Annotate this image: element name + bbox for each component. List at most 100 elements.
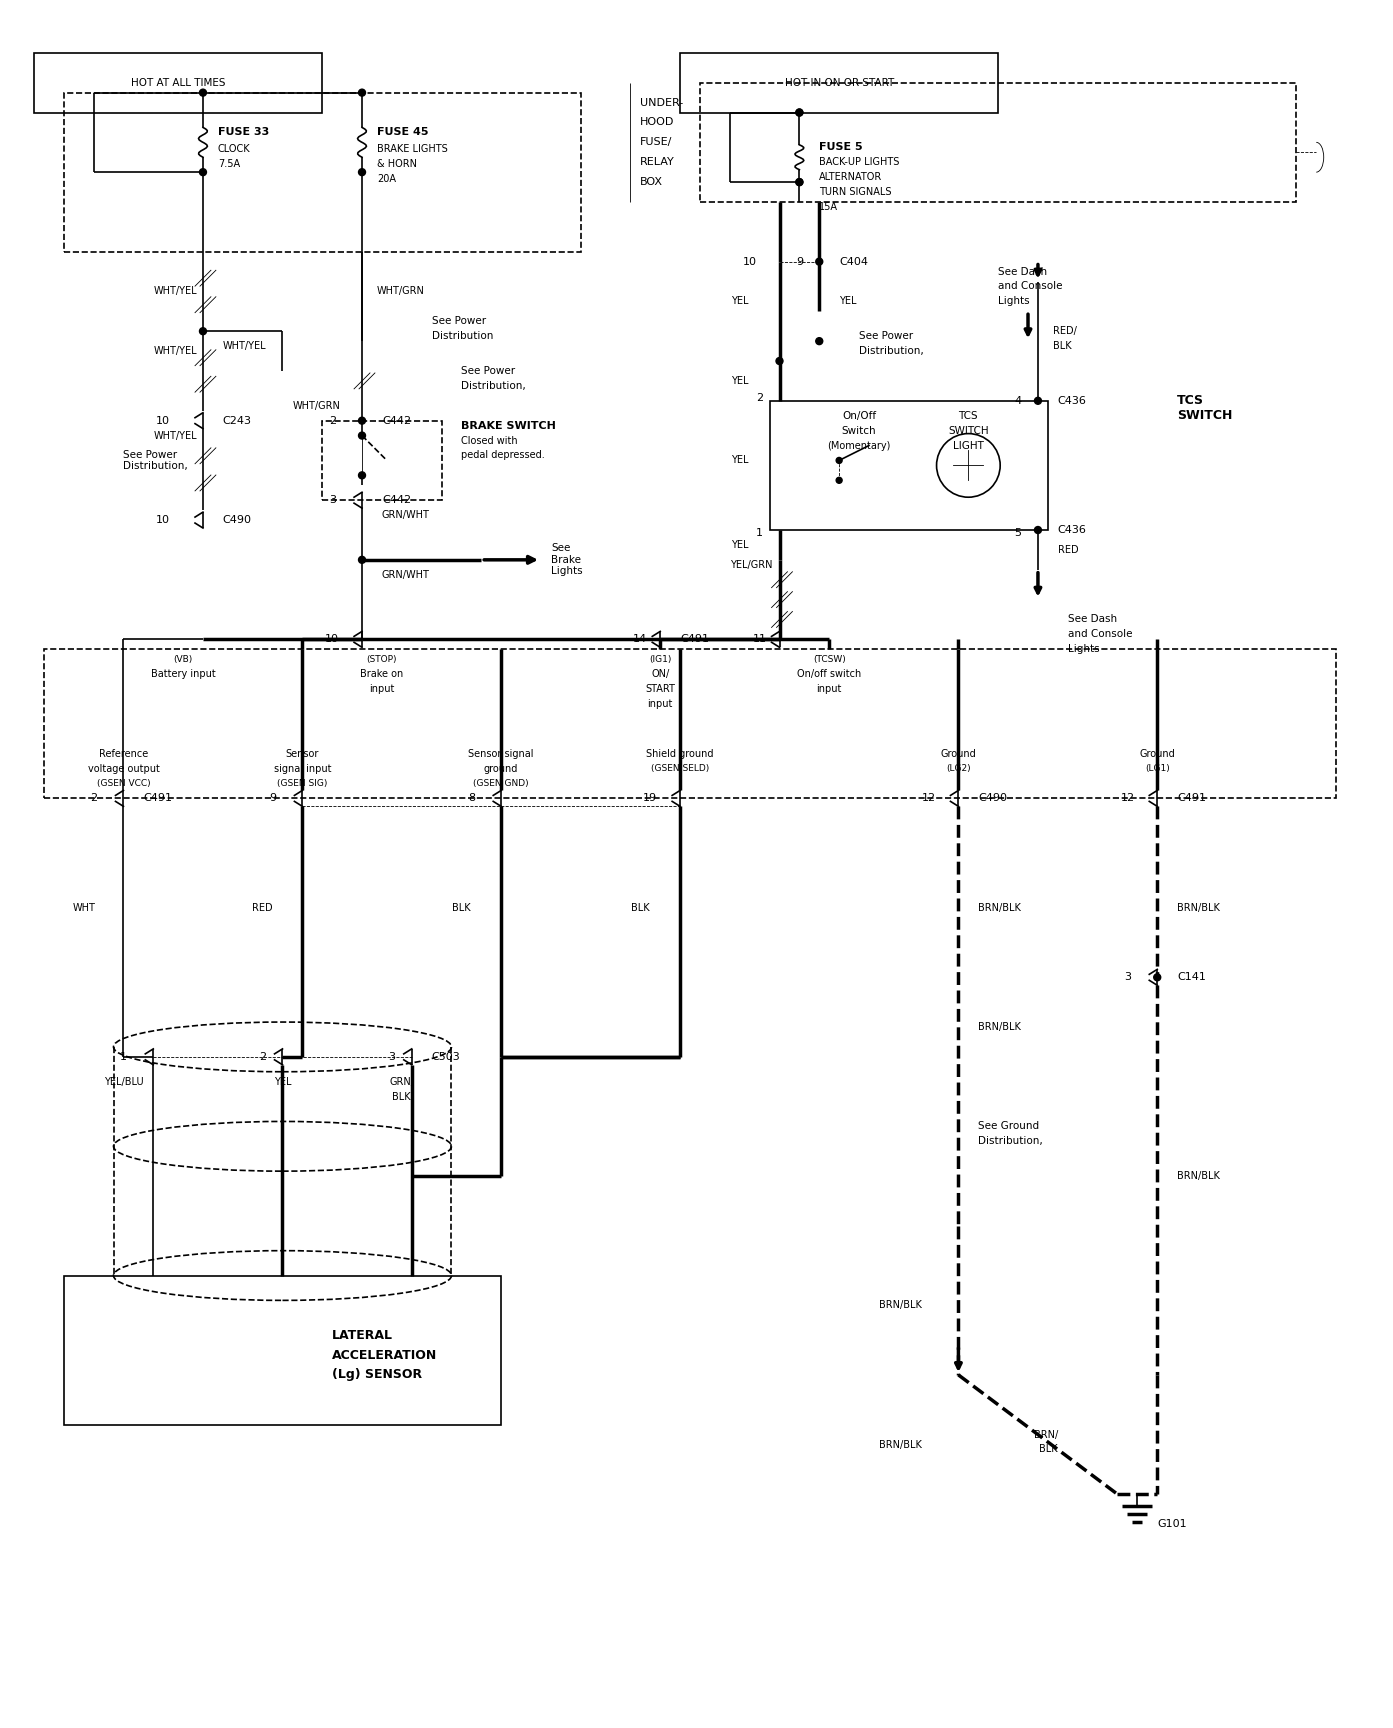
Text: See Dash: See Dash [999, 266, 1048, 276]
Text: Shield ground: Shield ground [646, 748, 713, 759]
Text: pedal depressed.: pedal depressed. [461, 451, 545, 460]
Text: & HORN: & HORN [378, 159, 417, 169]
Text: YEL: YEL [731, 297, 748, 306]
Text: GRN/: GRN/ [389, 1077, 414, 1087]
Text: 2: 2 [91, 793, 98, 804]
Circle shape [358, 90, 365, 97]
Text: GRN/WHT: GRN/WHT [382, 510, 430, 520]
Text: Distribution: Distribution [432, 332, 493, 340]
Text: C490: C490 [978, 793, 1007, 804]
Circle shape [358, 169, 365, 176]
Text: YEL: YEL [731, 377, 748, 385]
Text: C491: C491 [680, 634, 709, 645]
Text: See Power: See Power [432, 316, 486, 327]
Text: START: START [645, 684, 676, 695]
Text: 19: 19 [644, 793, 657, 804]
Text: (LG2): (LG2) [946, 764, 971, 772]
Text: WHT/GRN: WHT/GRN [378, 287, 425, 297]
Text: input: input [816, 684, 841, 695]
Text: 11: 11 [752, 634, 766, 645]
Text: Closed with: Closed with [461, 435, 518, 446]
Circle shape [1035, 527, 1042, 534]
Text: RELAY: RELAY [641, 157, 676, 168]
Text: TURN SIGNALS: TURN SIGNALS [819, 187, 892, 197]
Ellipse shape [113, 1251, 451, 1301]
Text: ground: ground [483, 764, 518, 774]
Text: C442: C442 [382, 496, 411, 505]
Circle shape [795, 178, 802, 185]
Text: Brake on: Brake on [361, 669, 404, 679]
Text: 4: 4 [1014, 396, 1021, 406]
Text: 7.5A: 7.5A [217, 159, 240, 169]
Text: BLK: BLK [393, 1092, 411, 1102]
Bar [322, 420, 442, 499]
Text: 10: 10 [325, 634, 338, 645]
Circle shape [358, 556, 365, 563]
Text: Sensor signal: Sensor signal [468, 748, 534, 759]
Text: input: input [369, 684, 394, 695]
Text: YEL: YEL [839, 297, 857, 306]
Text: See Ground: See Ground [978, 1121, 1039, 1132]
Text: SWITCH: SWITCH [1177, 410, 1233, 422]
Bar [64, 1275, 501, 1424]
Text: TCS: TCS [958, 411, 978, 420]
Text: BACK-UP LIGHTS: BACK-UP LIGHTS [819, 157, 900, 168]
Text: (TCSW): (TCSW) [814, 655, 846, 664]
Circle shape [358, 432, 365, 439]
Text: 2: 2 [329, 416, 336, 425]
Text: C436: C436 [1057, 525, 1087, 536]
Text: YEL: YEL [731, 539, 748, 550]
Text: Lights: Lights [999, 297, 1029, 306]
Text: BRN/BLK: BRN/BLK [879, 1301, 922, 1310]
Text: (Lg) SENSOR: (Lg) SENSOR [332, 1369, 422, 1381]
Text: 10: 10 [742, 257, 756, 266]
Text: signal input: signal input [273, 764, 332, 774]
Circle shape [199, 169, 206, 176]
Ellipse shape [113, 1121, 451, 1172]
Text: 20A: 20A [378, 175, 396, 185]
Text: BRN/BLK: BRN/BLK [1177, 902, 1220, 912]
Text: CLOCK: CLOCK [217, 145, 251, 154]
Text: UNDER-: UNDER- [641, 97, 684, 107]
Text: 14: 14 [634, 634, 648, 645]
Bar [33, 54, 322, 112]
Text: FUSE/: FUSE/ [641, 137, 673, 147]
Text: HOT IN ON OR START: HOT IN ON OR START [784, 78, 894, 88]
Text: 3: 3 [1124, 973, 1131, 982]
Text: YEL/BLU: YEL/BLU [103, 1077, 143, 1087]
Text: Distribution,: Distribution, [859, 346, 924, 356]
Text: C503: C503 [432, 1052, 460, 1061]
Text: C404: C404 [839, 257, 868, 266]
Text: 10: 10 [156, 515, 170, 525]
Text: BLK: BLK [1039, 1445, 1057, 1455]
Text: C490: C490 [223, 515, 252, 525]
Text: See Power: See Power [461, 366, 515, 377]
Circle shape [199, 90, 206, 97]
Text: 2: 2 [259, 1052, 266, 1061]
Text: LATERAL: LATERAL [332, 1329, 393, 1341]
Text: RED/: RED/ [1053, 327, 1077, 337]
Text: YEL: YEL [731, 456, 748, 465]
Text: ACCELERATION: ACCELERATION [332, 1348, 437, 1362]
Text: and Console: and Console [1068, 629, 1133, 639]
Text: WHT/YEL: WHT/YEL [153, 287, 196, 297]
Text: See
Brake
Lights: See Brake Lights [550, 543, 582, 577]
Text: Distribution,: Distribution, [461, 380, 527, 391]
Circle shape [936, 434, 1000, 498]
Text: BLK: BLK [453, 902, 471, 912]
Text: YEL: YEL [274, 1077, 291, 1087]
Text: C141: C141 [1177, 973, 1206, 982]
Text: Reference: Reference [99, 748, 148, 759]
Circle shape [795, 109, 802, 116]
Text: BRAKE SWITCH: BRAKE SWITCH [461, 420, 556, 430]
Circle shape [836, 477, 843, 484]
Text: 15A: 15A [819, 202, 839, 213]
Text: and Console: and Console [999, 282, 1063, 292]
Text: (IG1): (IG1) [649, 655, 671, 664]
Text: BLK: BLK [631, 902, 649, 912]
Text: Distribution,: Distribution, [978, 1137, 1043, 1146]
Text: On/Off: On/Off [841, 411, 876, 420]
Text: 9: 9 [795, 257, 802, 266]
Circle shape [358, 416, 365, 423]
Text: SWITCH: SWITCH [949, 425, 989, 435]
